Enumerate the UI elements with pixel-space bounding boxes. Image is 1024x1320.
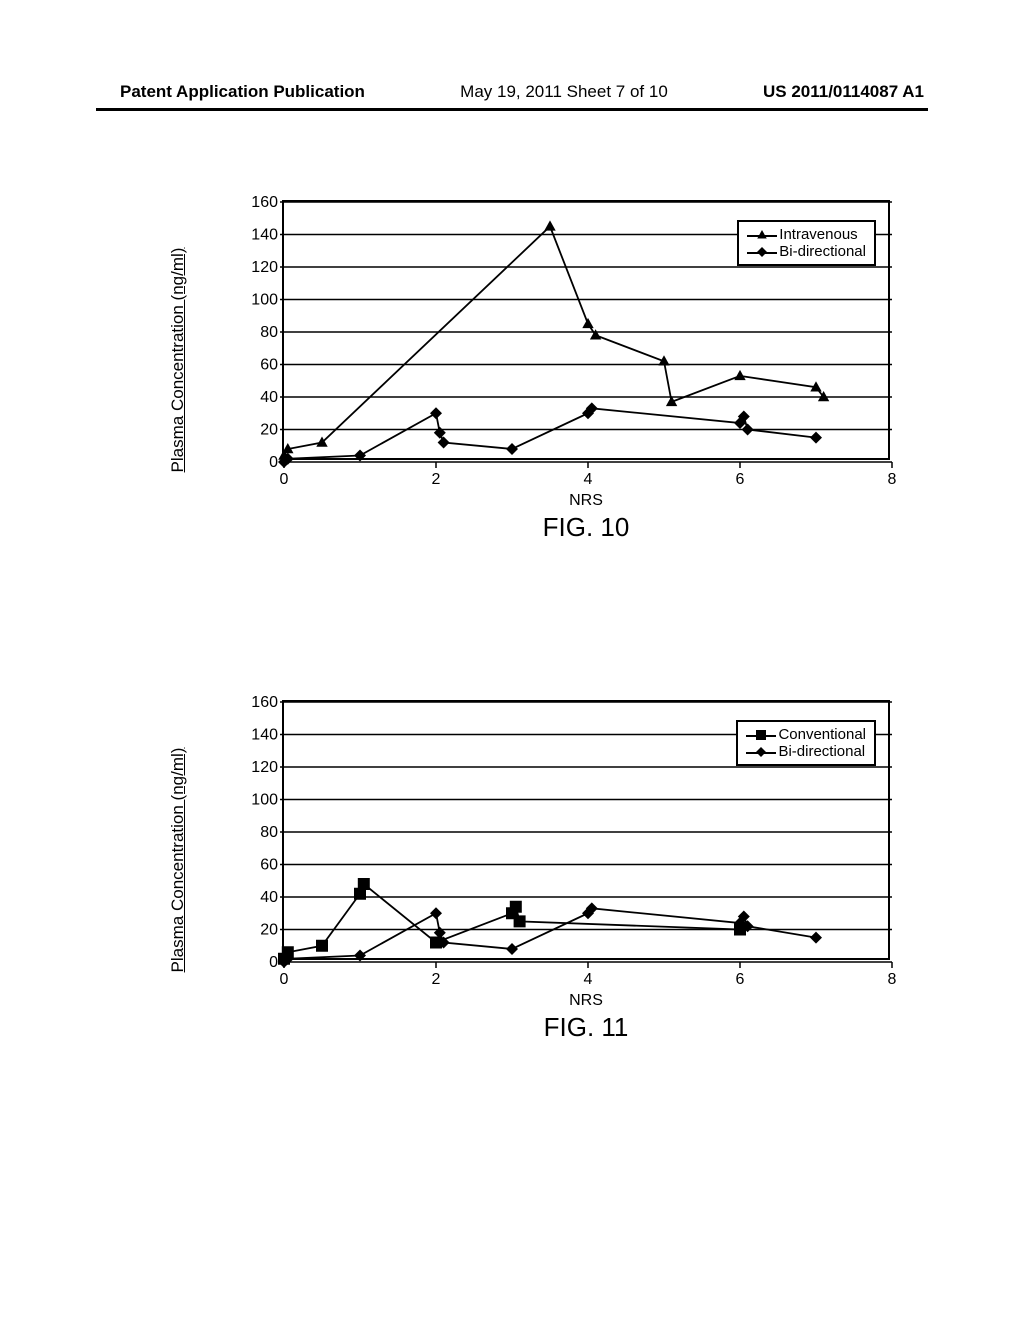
svg-text:8: 8: [888, 971, 897, 988]
svg-text:120: 120: [251, 759, 278, 776]
svg-text:4: 4: [584, 471, 593, 488]
svg-text:6: 6: [736, 471, 745, 488]
plot-area-fig10: 02040608010012014016002468 Intravenous B…: [282, 200, 890, 460]
chart-fig11: Plasma Concentration (ng/ml) 02040608010…: [190, 700, 900, 1020]
svg-text:0: 0: [280, 971, 289, 988]
xlabel-fig10: NRS: [282, 492, 890, 510]
figure-11: Plasma Concentration (ng/ml) 02040608010…: [140, 700, 900, 1020]
svg-text:0: 0: [269, 454, 278, 471]
legend: Intravenous Bi-directional: [737, 220, 876, 266]
svg-text:120: 120: [251, 259, 278, 276]
header-rule: [96, 108, 928, 111]
svg-text:40: 40: [260, 889, 278, 906]
ylabel-fig11: Plasma Concentration (ng/ml): [168, 748, 188, 973]
header-center: May 19, 2011 Sheet 7 of 10: [460, 82, 668, 102]
svg-text:2: 2: [432, 471, 441, 488]
svg-text:8: 8: [888, 471, 897, 488]
svg-text:140: 140: [251, 727, 278, 744]
legend-label: Bi-directional: [779, 243, 866, 260]
svg-text:80: 80: [260, 824, 278, 841]
svg-text:60: 60: [260, 857, 278, 874]
header-right: US 2011/0114087 A1: [763, 82, 924, 102]
legend: Conventional Bi-directional: [736, 720, 876, 766]
svg-text:80: 80: [260, 324, 278, 341]
legend-label: Intravenous: [779, 226, 857, 243]
xlabel-fig11: NRS: [282, 992, 890, 1010]
title-fig10: FIG. 10: [282, 512, 890, 543]
legend-label: Conventional: [778, 726, 866, 743]
svg-text:40: 40: [260, 389, 278, 406]
chart-fig10: Plasma Concentration (ng/ml) 02040608010…: [190, 200, 900, 520]
svg-text:4: 4: [584, 971, 593, 988]
legend-marker-line: [746, 727, 776, 743]
legend-item: Conventional: [746, 726, 866, 743]
svg-text:0: 0: [280, 471, 289, 488]
legend-item: Bi-directional: [746, 743, 866, 760]
legend-marker-line: [747, 244, 777, 260]
legend-marker-line: [746, 744, 776, 760]
legend-item: Bi-directional: [747, 243, 866, 260]
figure-10: Plasma Concentration (ng/ml) 02040608010…: [140, 200, 900, 520]
title-fig11: FIG. 11: [282, 1012, 890, 1043]
header-left: Patent Application Publication: [120, 82, 365, 102]
legend-marker-line: [747, 227, 777, 243]
svg-text:100: 100: [251, 792, 278, 809]
svg-text:20: 20: [260, 922, 278, 939]
svg-text:60: 60: [260, 357, 278, 374]
svg-text:160: 160: [251, 194, 278, 211]
svg-text:6: 6: [736, 971, 745, 988]
svg-text:20: 20: [260, 422, 278, 439]
plot-area-fig11: 02040608010012014016002468 Conventional …: [282, 700, 890, 960]
page-header: Patent Application Publication May 19, 2…: [0, 82, 1024, 102]
legend-item: Intravenous: [747, 226, 866, 243]
svg-text:160: 160: [251, 694, 278, 711]
legend-label: Bi-directional: [778, 743, 865, 760]
svg-text:140: 140: [251, 227, 278, 244]
svg-text:2: 2: [432, 971, 441, 988]
svg-text:100: 100: [251, 292, 278, 309]
ylabel-fig10: Plasma Concentration (ng/ml): [168, 248, 188, 473]
svg-text:0: 0: [269, 954, 278, 971]
